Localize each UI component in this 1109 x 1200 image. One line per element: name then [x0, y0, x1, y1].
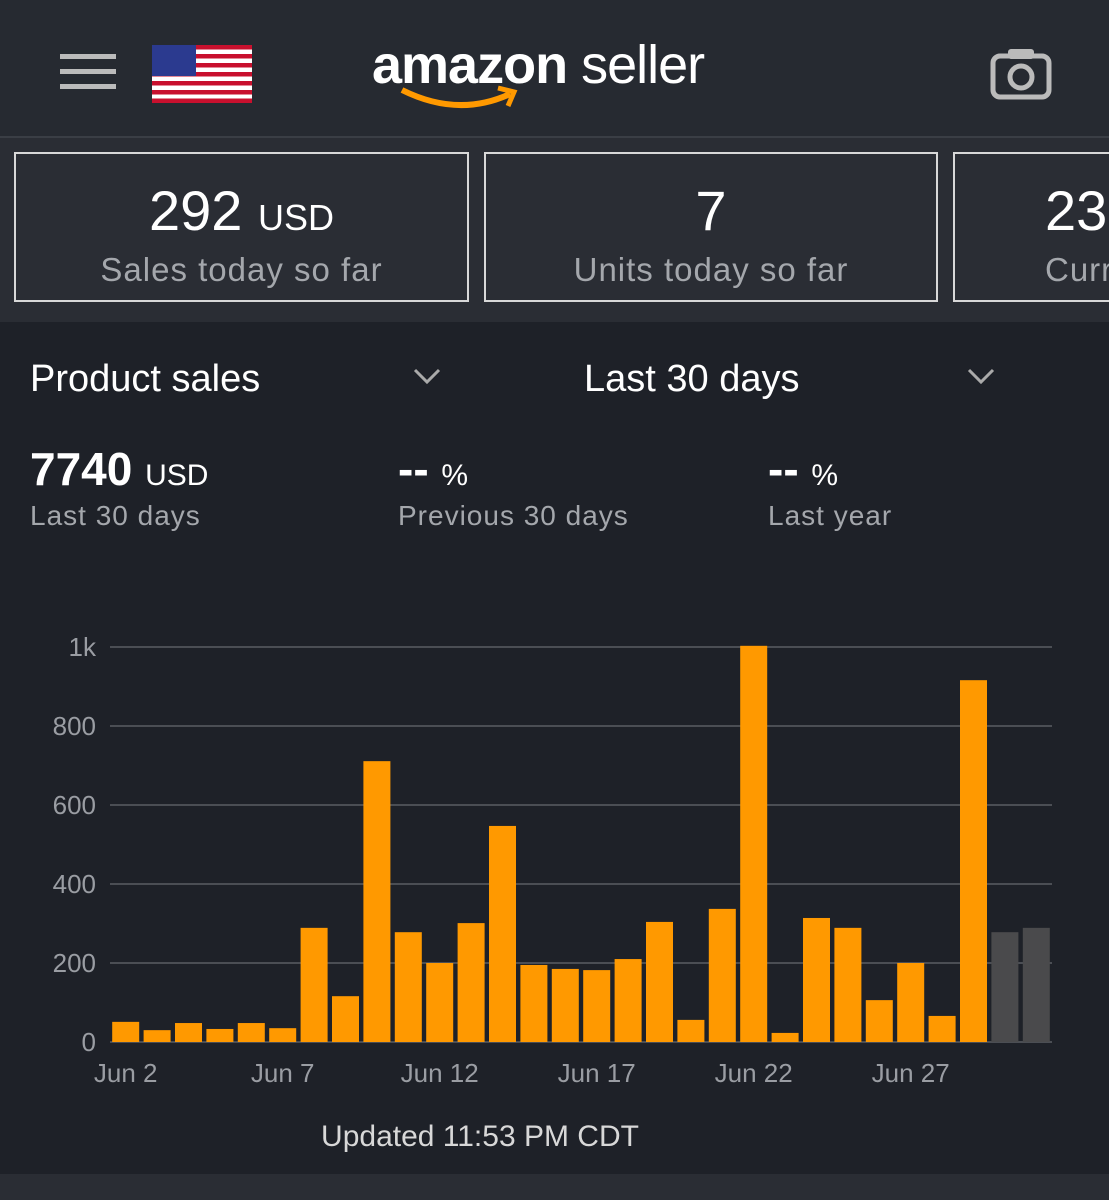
bar: [865, 1000, 893, 1042]
flag[interactable]: [152, 45, 252, 103]
stat-number: --: [768, 443, 799, 495]
bar: [802, 917, 831, 1042]
stat-unit: %: [441, 459, 469, 492]
bar: [269, 1028, 297, 1042]
logo-text: amazon: [372, 35, 568, 95]
bar: [551, 968, 579, 1042]
bar: [677, 1019, 705, 1042]
card-value: 23: [1045, 179, 1108, 242]
stat-label: Last 30 days: [30, 500, 201, 531]
logo: amazon seller: [372, 34, 705, 96]
card-value: 292: [148, 179, 243, 242]
bar: [331, 996, 360, 1042]
bar: [520, 964, 548, 1042]
bottom-bar: [0, 1174, 1109, 1200]
bar: [488, 825, 517, 1042]
bar: [740, 645, 768, 1042]
stat-value: -- %: [768, 442, 838, 496]
bar: [771, 1032, 799, 1042]
stat-label: Previous 30 days: [398, 500, 629, 531]
card-label: Sales today so far: [100, 251, 383, 288]
header: amazon seller: [0, 0, 1109, 138]
card-label: Curr: [1045, 251, 1109, 288]
bar: [112, 1021, 140, 1042]
menu-icon[interactable]: [60, 52, 118, 92]
x-tick-label: Jun 7: [251, 1058, 315, 1088]
bar: [1022, 927, 1050, 1042]
card[interactable]: 23 Curr: [953, 152, 1109, 302]
x-tick-label: Jun 12: [401, 1058, 479, 1088]
y-tick-label: 0: [82, 1027, 96, 1057]
y-tick-label: 800: [53, 711, 96, 741]
stat-label: Last year: [768, 500, 893, 531]
chevron[interactable]: [966, 366, 996, 386]
bar: [426, 963, 454, 1042]
bar: [300, 927, 328, 1042]
card[interactable]: 292 USD Sales today so far: [14, 152, 469, 302]
updated-text: Updated 11:53 PM CDT: [321, 1120, 639, 1153]
bar: [237, 1023, 265, 1042]
period-dropdown[interactable]: Last 30 days: [584, 358, 800, 400]
bar: [143, 1030, 171, 1042]
bar: [583, 970, 611, 1042]
bar: [708, 908, 736, 1042]
stat-value: 7740 USD: [30, 442, 208, 496]
bar: [457, 923, 485, 1042]
y-tick-label: 1k: [69, 632, 97, 662]
bar: [928, 1015, 956, 1042]
x-tick-label: Jun 27: [872, 1058, 950, 1088]
x-tick-label: Jun 22: [715, 1058, 793, 1088]
metric-dropdown[interactable]: Product sales: [30, 358, 261, 400]
stat-value: -- %: [398, 442, 468, 496]
bar: [645, 921, 674, 1042]
bar: [959, 680, 988, 1042]
x-tick-label: Jun 2: [94, 1058, 158, 1088]
card-label: Units today so far: [573, 251, 849, 288]
stat-number: 7740: [30, 443, 133, 495]
bar: [174, 1023, 203, 1042]
bar: [834, 927, 862, 1042]
logo-smile: [400, 85, 518, 109]
bar: [363, 761, 391, 1042]
stat-unit: %: [811, 459, 839, 492]
bar: [206, 1028, 234, 1042]
bar: [394, 932, 422, 1042]
logo-suffix: seller: [581, 35, 705, 95]
cards: 292 USD Sales today so far 7 Units today s…: [0, 138, 1109, 322]
chart: 0 200 400 600 800 1k Jun 2 Jun 7 Jun 12 Jun 17 Jun…: [53, 632, 1052, 1088]
chevron[interactable]: [412, 366, 442, 386]
y-tick-label: 600: [53, 790, 96, 820]
camera-icon[interactable]: [990, 46, 1052, 100]
x-tick-label: Jun 17: [558, 1058, 636, 1088]
card[interactable]: 7 Units today so far: [484, 152, 938, 302]
bar: [897, 963, 925, 1042]
stat-unit: USD: [145, 459, 209, 492]
card-unit: USD: [257, 197, 334, 238]
y-tick-label: 200: [53, 948, 96, 978]
stat-number: --: [398, 443, 429, 495]
card-value: 7: [695, 179, 727, 242]
bar: [614, 959, 642, 1042]
y-tick-label: 400: [53, 869, 96, 899]
bar: [991, 932, 1019, 1042]
